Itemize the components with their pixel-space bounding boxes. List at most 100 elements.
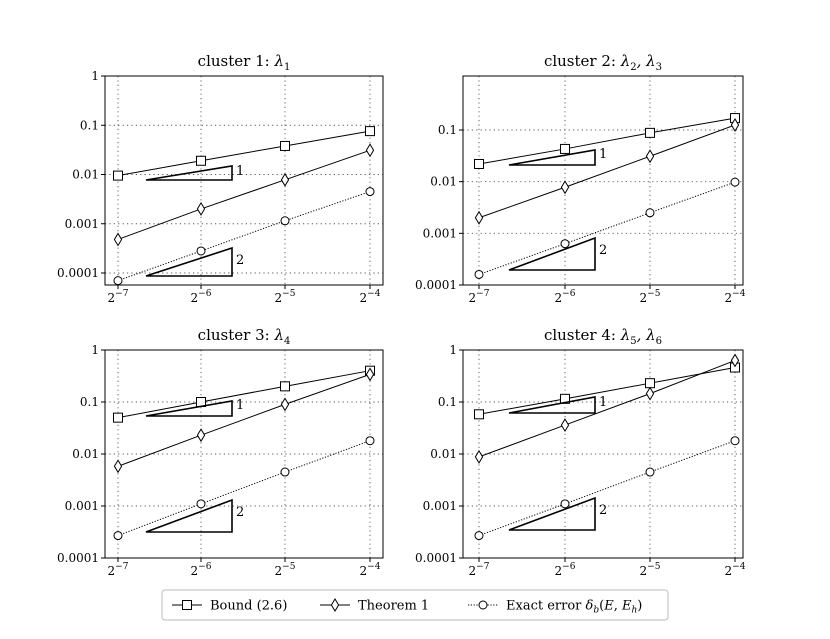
circle-point — [730, 177, 740, 187]
x-tick-label: 2−5 — [640, 289, 661, 305]
chart-panel-4: 0.0001 0.001 0.01 0.1 1 2−7 2−6 2−5 2−4 cluster 4… — [415, 326, 746, 578]
x-tick-label: 2−4 — [725, 562, 746, 578]
y-tick-label: 0.0001 — [57, 266, 99, 280]
series-line-square — [117, 130, 371, 177]
series-line-square — [478, 367, 736, 415]
series-line-square — [478, 117, 736, 165]
x-tick-label: 2−6 — [555, 289, 576, 305]
diamond-point — [280, 397, 290, 412]
legend-label: Bound (2.6) — [210, 599, 287, 614]
y-tick-label: 0.01 — [72, 168, 99, 182]
y-tick-label: 0.001 — [65, 499, 99, 513]
legend-square-icon — [182, 600, 192, 610]
square-point — [280, 140, 290, 151]
circle-point — [560, 499, 570, 509]
diamond-point — [196, 428, 206, 443]
legend-label: Theorem 1 — [358, 599, 429, 614]
y-tick-label: 0.001 — [423, 226, 457, 240]
x-tick-label: 2−7 — [469, 562, 490, 578]
series-line-diamond — [117, 149, 371, 240]
chart-panel-1: 0.0001 0.001 0.01 0.1 1 2−7 2−6 2−5 2−4 cluster 1… — [57, 52, 384, 305]
axes-frame — [462, 75, 744, 286]
circle-point — [730, 436, 740, 446]
diamond-point — [560, 180, 570, 195]
slope-triangle — [145, 246, 233, 277]
slope-label: 2 — [236, 505, 244, 520]
series-line-circle — [478, 181, 736, 275]
circle-point — [113, 276, 123, 286]
circle-point — [280, 216, 290, 226]
panel-title: cluster 4: λ5​, λ6​ — [544, 326, 662, 347]
x-tick-label: 2−4 — [725, 289, 746, 305]
square-point — [645, 378, 655, 389]
panel-title: cluster 1: λ1​ — [198, 52, 291, 73]
y-tick-label: 0.0001 — [415, 278, 457, 292]
y-tick-label: 0.1 — [80, 395, 99, 409]
circle-point — [196, 246, 206, 256]
diamond-point — [196, 201, 206, 216]
y-tick-label: 0.01 — [430, 447, 457, 461]
diamond-point — [730, 353, 740, 368]
y-tick-label: 0.001 — [423, 499, 457, 513]
y-tick-label: 0.01 — [72, 447, 99, 461]
slope-label: 2 — [236, 253, 244, 268]
circle-point — [474, 269, 484, 279]
circle-point — [474, 531, 484, 541]
slope-triangle — [508, 149, 596, 166]
square-point — [280, 381, 290, 392]
x-tick-label: 2−5 — [275, 289, 296, 305]
series-line-diamond — [117, 373, 371, 467]
circle-point — [365, 187, 375, 197]
square-point — [474, 409, 484, 420]
diamond-point — [365, 367, 375, 382]
diamond-point — [365, 143, 375, 158]
slope-triangle — [145, 400, 233, 417]
y-tick-label: 1 — [91, 69, 99, 83]
panel-title: cluster 3: λ4​ — [198, 326, 291, 347]
slope-triangle — [145, 165, 233, 181]
y-tick-label: 0.001 — [65, 217, 99, 231]
series-line-circle — [117, 191, 371, 282]
square-point — [113, 170, 123, 181]
diamond-point — [730, 118, 740, 132]
series-line-circle — [117, 440, 371, 537]
x-tick-label: 2−4 — [360, 289, 381, 305]
series-line-circle — [478, 440, 736, 537]
y-tick-label: 0.01 — [430, 175, 457, 189]
square-point — [645, 127, 655, 138]
legend-box — [161, 589, 669, 621]
legend-label: Exact error δb(E, Eh) — [506, 599, 642, 616]
square-point — [474, 158, 484, 169]
x-tick-label: 2−7 — [469, 289, 490, 305]
diamond-point — [474, 449, 484, 464]
legend: Bound (2.6) Theorem 1 Exact error δb(E, Eh… — [161, 589, 669, 621]
circle-point — [645, 467, 655, 477]
x-tick-label: 2−6 — [191, 289, 212, 305]
panels: 0.0001 0.001 0.01 0.1 1 2−7 2−6 2−5 2−4 cluster 1… — [57, 52, 746, 578]
x-tick-label: 2−7 — [108, 289, 129, 305]
circle-point — [365, 436, 375, 446]
circle-point — [645, 208, 655, 218]
circle-point — [196, 499, 206, 509]
diamond-point — [113, 232, 123, 247]
x-tick-label: 2−4 — [360, 562, 381, 578]
axes-frame — [104, 349, 384, 559]
slope-label: 1 — [599, 395, 607, 410]
x-tick-label: 2−5 — [275, 562, 296, 578]
y-tick-label: 0.1 — [438, 395, 457, 409]
y-tick-label: 0.1 — [438, 123, 457, 137]
slope-label: 1 — [236, 398, 244, 413]
x-tick-label: 2−6 — [191, 562, 212, 578]
axes-frame — [104, 75, 384, 286]
circle-point — [113, 531, 123, 541]
slope-triangle — [508, 236, 596, 271]
y-tick-label: 1 — [449, 343, 457, 357]
diamond-point — [474, 210, 484, 225]
diamond-point — [645, 149, 655, 164]
slope-label: 2 — [599, 503, 607, 518]
series-line-diamond — [478, 124, 736, 219]
legend-diamond-icon — [330, 598, 340, 612]
y-tick-label: 0.0001 — [415, 551, 457, 565]
x-tick-label: 2−7 — [108, 562, 129, 578]
